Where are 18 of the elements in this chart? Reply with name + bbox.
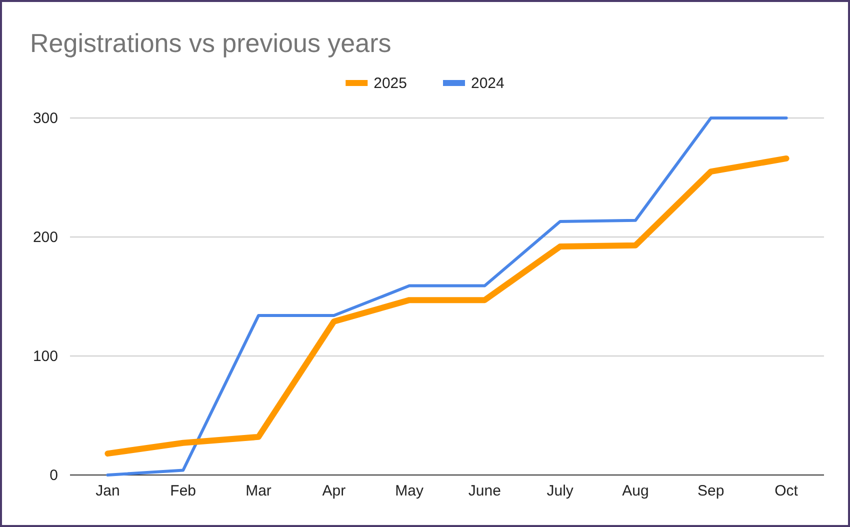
y-tick-label: 0 <box>50 466 58 484</box>
x-tick-label: May <box>395 482 424 500</box>
x-tick-label: Feb <box>170 482 196 500</box>
chart-title: Registrations vs previous years <box>30 28 392 58</box>
line-series <box>106 116 788 476</box>
x-tick-label: Jan <box>96 482 120 500</box>
x-tick-label: Sep <box>698 482 724 500</box>
legend-label: 2024 <box>471 75 504 92</box>
y-tick-label: 200 <box>32 228 58 246</box>
y-tick-label: 300 <box>32 110 58 127</box>
x-tick-label: Oct <box>774 482 799 500</box>
x-tick-label: June <box>468 482 501 500</box>
x-tick-label: Apr <box>322 482 346 500</box>
legend-label: 2025 <box>374 75 407 92</box>
x-tick-label: July <box>546 482 574 500</box>
x-tick-label: Mar <box>246 482 272 500</box>
x-tick-label: Aug <box>622 482 649 500</box>
y-tick-label: 100 <box>32 348 58 365</box>
